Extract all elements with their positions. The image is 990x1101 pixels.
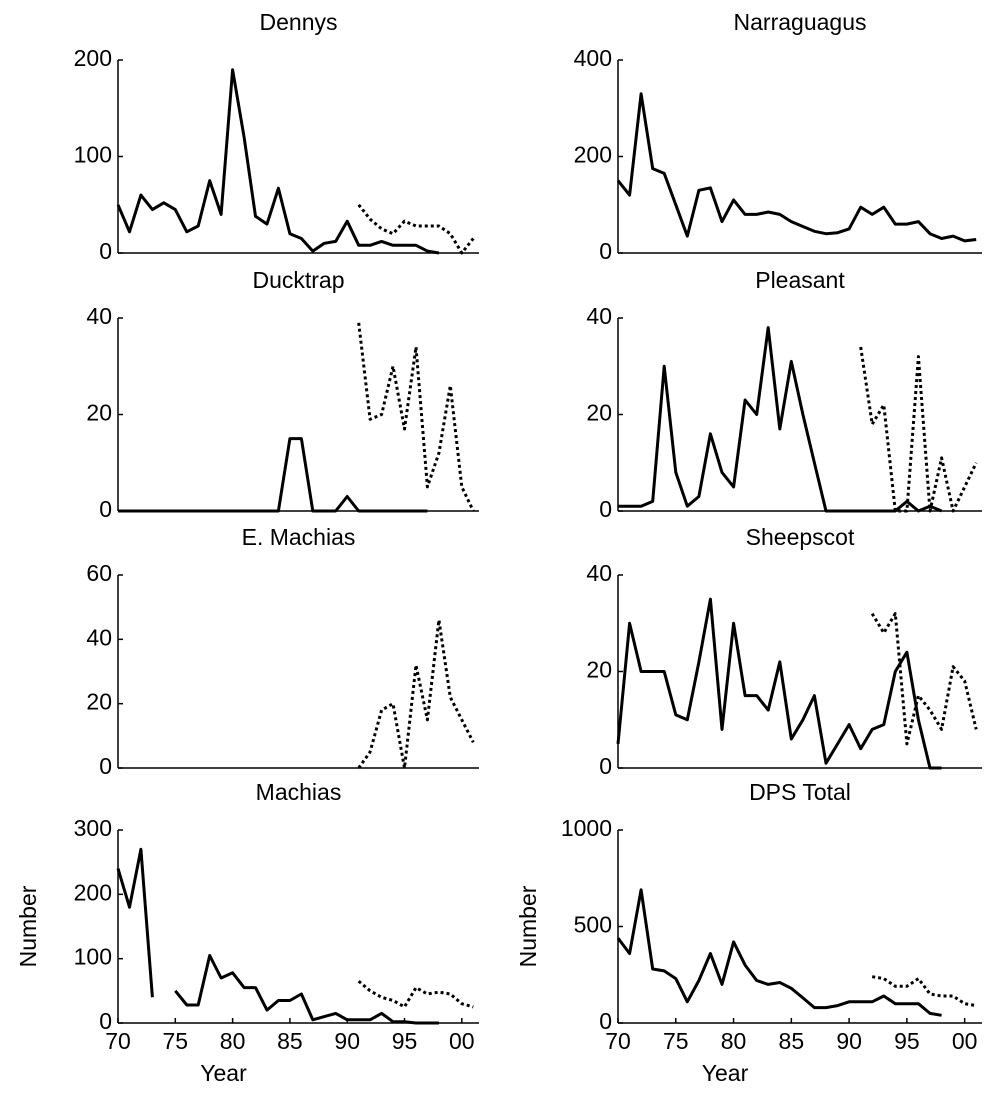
x-tick-label: 75 [663, 1028, 689, 1054]
y-axis-label: Number [15, 885, 41, 967]
panel-title: Pleasant [755, 267, 845, 293]
panel-title: Sheepscot [746, 524, 855, 550]
x-tick-label: 00 [449, 1028, 475, 1054]
y-tick-label: 20 [86, 400, 112, 426]
y-tick-label: 0 [599, 1008, 612, 1034]
x-tick-label: 75 [163, 1028, 189, 1054]
panel-title: E. Machias [242, 524, 356, 550]
y-tick-label: 400 [574, 45, 612, 71]
series-line [616, 597, 942, 770]
y-tick-label: 0 [599, 496, 612, 522]
y-tick-label: 300 [74, 815, 112, 841]
x-tick-label: 85 [277, 1028, 303, 1054]
y-tick-label: 20 [586, 400, 612, 426]
y-tick-label: 40 [586, 560, 612, 586]
series-line [116, 847, 439, 1025]
y-tick-label: 1000 [561, 815, 612, 841]
series-line [116, 68, 440, 255]
y-tick-label: 100 [74, 944, 112, 970]
panel-title: Machias [256, 779, 342, 805]
y-tick-label: 0 [99, 496, 112, 522]
y-tick-label: 200 [74, 879, 112, 905]
panel-title: Ducktrap [252, 267, 344, 293]
y-tick-label: 0 [599, 753, 612, 779]
y-tick-label: 100 [74, 142, 112, 168]
x-axis-label: Year [702, 1060, 749, 1086]
panel-title: DPS Total [749, 779, 851, 805]
panel-title: Dennys [260, 9, 338, 35]
x-tick-label: 95 [392, 1028, 418, 1054]
x-tick-label: 70 [605, 1028, 631, 1054]
y-tick-label: 200 [574, 142, 612, 168]
x-tick-label: 95 [894, 1028, 920, 1054]
x-tick-label: 85 [779, 1028, 805, 1054]
y-tick-label: 40 [86, 624, 112, 650]
series-line [616, 888, 942, 1017]
y-tick-label: 40 [86, 303, 112, 329]
x-tick-label: 70 [105, 1028, 131, 1054]
y-tick-label: 500 [574, 912, 612, 938]
series-line [118, 437, 428, 513]
series-line [357, 322, 475, 512]
series-line [870, 612, 978, 746]
panel-title: Narraguagus [734, 9, 867, 35]
y-axis-label: Number [515, 885, 541, 967]
y-tick-label: 200 [74, 45, 112, 71]
y-tick-label: 20 [86, 689, 112, 715]
y-tick-label: 40 [586, 303, 612, 329]
x-tick-label: 80 [721, 1028, 747, 1054]
x-tick-label: 80 [220, 1028, 246, 1054]
series-line [357, 618, 475, 770]
series-line [357, 980, 474, 1009]
y-tick-label: 0 [599, 238, 612, 264]
x-tick-label: 90 [836, 1028, 862, 1054]
series-line [616, 92, 977, 243]
series-line [871, 975, 977, 1008]
series-line [859, 346, 978, 513]
x-tick-label: 90 [334, 1028, 360, 1054]
x-tick-label: 00 [952, 1028, 978, 1054]
y-tick-label: 0 [99, 1008, 112, 1034]
x-axis-label: Year [200, 1060, 247, 1086]
y-tick-label: 0 [99, 753, 112, 779]
series-line [618, 326, 943, 513]
y-tick-label: 0 [99, 238, 112, 264]
y-tick-label: 60 [86, 560, 112, 586]
y-tick-label: 20 [586, 657, 612, 683]
